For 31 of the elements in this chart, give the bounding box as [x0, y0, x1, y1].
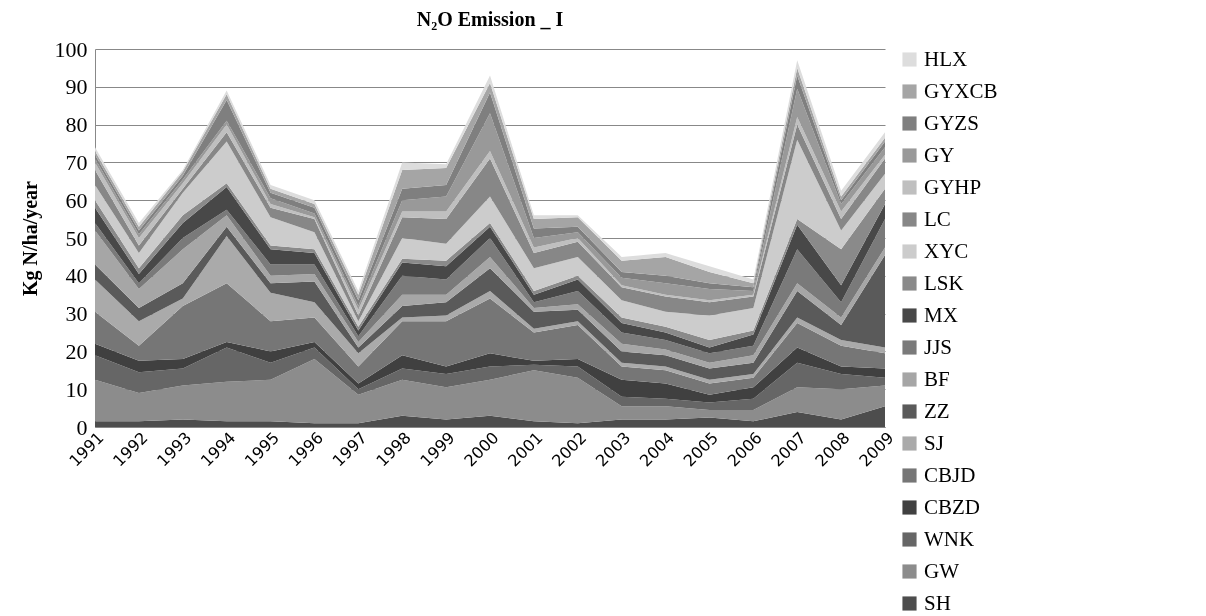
legend-label: CBJD	[924, 462, 976, 487]
legend-label: SJ	[924, 430, 944, 455]
y-tick-label: 40	[65, 263, 88, 289]
legend-label: GW	[924, 558, 960, 583]
legend-label: SH	[924, 590, 951, 615]
y-tick-label: 10	[65, 376, 88, 402]
y-tick-label: 70	[65, 149, 88, 175]
chart-title: N₂O Emission _ I	[416, 8, 564, 30]
y-tick-label: 50	[65, 225, 88, 251]
legend-label: GY	[924, 142, 955, 167]
y-tick-label: 90	[65, 74, 88, 100]
y-tick-label: 30	[65, 301, 88, 327]
legend-label: MX	[924, 302, 958, 327]
y-tick-label: 20	[65, 338, 88, 364]
legend-label: LSK	[924, 270, 964, 295]
legend-label: LC	[924, 206, 951, 231]
y-axis-title: Kg N/ha/year	[18, 180, 42, 296]
legend-label: WNK	[924, 526, 975, 551]
legend-label: BF	[924, 366, 950, 391]
legend-label: GYZS	[924, 110, 979, 135]
legend-label: GYHP	[924, 174, 982, 199]
legend-label: ZZ	[924, 398, 950, 423]
y-tick-label: 100	[54, 36, 88, 62]
y-tick-label: 60	[65, 187, 88, 213]
legend-label: GYXCB	[924, 78, 998, 103]
y-tick-label: 80	[65, 112, 88, 138]
y-tick-label: 0	[76, 414, 88, 440]
legend-label: HLX	[924, 46, 968, 71]
legend-label: XYC	[924, 238, 969, 263]
legend-label: CBZD	[924, 494, 981, 519]
legend-label: JJS	[924, 334, 953, 359]
